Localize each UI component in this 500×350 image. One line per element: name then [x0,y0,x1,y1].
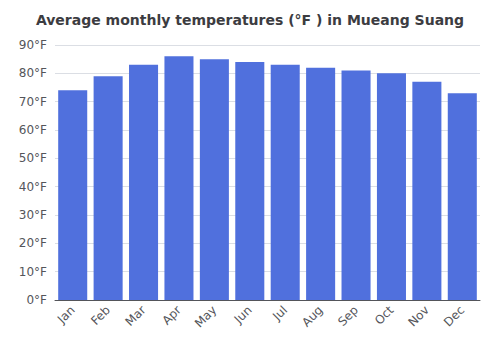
svg-text:Jun: Jun [231,303,255,327]
svg-text:Feb: Feb [88,303,113,328]
svg-text:80°F: 80°F [19,66,47,80]
svg-text:50°F: 50°F [19,151,47,165]
svg-text:May: May [192,303,219,330]
svg-text:60°F: 60°F [19,123,47,137]
svg-text:30°F: 30°F [19,208,47,222]
svg-text:Jan: Jan [54,303,78,327]
svg-text:40°F: 40°F [19,180,47,194]
svg-text:Mar: Mar [123,303,149,329]
svg-text:10°F: 10°F [19,265,47,279]
svg-text:20°F: 20°F [19,236,47,250]
svg-text:70°F: 70°F [19,95,47,109]
svg-text:0°F: 0°F [26,293,47,307]
svg-text:Aug: Aug [299,303,325,329]
svg-text:Sep: Sep [335,303,361,329]
svg-text:Jul: Jul [269,303,290,324]
svg-text:90°F: 90°F [19,38,47,52]
svg-text:Dec: Dec [441,303,467,329]
svg-text:Apr: Apr [159,303,184,328]
svg-text:Average monthly temperatures (: Average monthly temperatures (°F ) in Mu… [36,12,464,28]
svg-text:Oct: Oct [372,303,397,328]
svg-text:Nov: Nov [405,303,431,329]
